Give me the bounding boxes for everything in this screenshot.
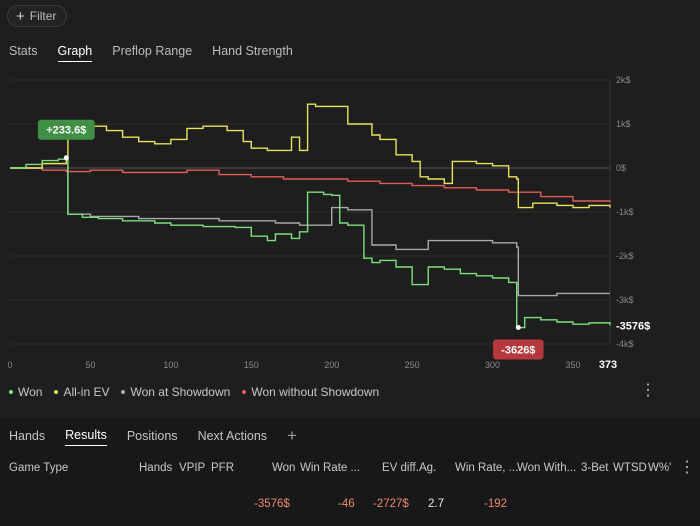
- results-graph[interactable]: 2k$ 1k$ 0$ -1k$ -2k$ -3k$ -4k$ 0 50 100 150 200 250 3…: [0, 72, 700, 372]
- series-line: [10, 157, 611, 329]
- y-tick-label: 0$: [616, 163, 626, 173]
- column-header-wtsd[interactable]: WTSD: [613, 462, 647, 474]
- legend-dot: [54, 390, 59, 394]
- cell-won: -3576$: [254, 498, 290, 510]
- plus-icon: +: [16, 7, 25, 25]
- tab-stats[interactable]: Stats: [9, 44, 38, 58]
- tab-graph[interactable]: Graph: [57, 44, 93, 62]
- column-header-hands[interactable]: Hands: [139, 462, 173, 474]
- legend-label: Won without Showdown: [251, 385, 380, 399]
- series-line: [10, 167, 611, 203]
- legend-label: Won: [18, 385, 43, 399]
- x-tick-label: 50: [85, 360, 95, 370]
- cell-ev-diff: -2727$: [373, 498, 409, 510]
- tab-results[interactable]: Results: [65, 428, 107, 446]
- y-tick-label: 2k$: [616, 75, 631, 85]
- legend-label: Won at Showdown: [130, 385, 231, 399]
- tab-preflop-range[interactable]: Preflop Range: [112, 44, 193, 58]
- tab-hand-strength[interactable]: Hand Strength: [212, 44, 293, 58]
- legend-item-all-in-ev[interactable]: All-in EV: [54, 385, 109, 399]
- x-tick-label: 300: [485, 360, 500, 370]
- legend-label: All-in EV: [63, 385, 110, 399]
- cell-win-rate: -46: [338, 498, 355, 510]
- tab-positions[interactable]: Positions: [126, 428, 178, 443]
- column-header-wsd[interactable]: W%': [648, 462, 672, 474]
- plus-icon[interactable]: +: [287, 426, 297, 445]
- column-header-ev-diff[interactable]: EV diff.: [382, 462, 419, 474]
- annotation-label: -3626$: [501, 345, 535, 357]
- x-tick-label: 350: [565, 360, 580, 370]
- x-tick-label: 100: [163, 360, 178, 370]
- tab-hands[interactable]: Hands: [9, 428, 46, 443]
- more-vertical-icon[interactable]: ⋮: [640, 382, 656, 399]
- cell-aggression: 2.7: [428, 498, 444, 510]
- y-tick-label: 1k$: [616, 119, 631, 129]
- legend-item-won[interactable]: Won: [9, 385, 42, 399]
- annotation-point: [63, 155, 69, 161]
- y-tick-label: -3k$: [616, 295, 634, 305]
- legend-item-won-at-showdown[interactable]: Won at Showdown: [121, 385, 230, 399]
- tab-next-actions[interactable]: Next Actions: [197, 428, 268, 443]
- column-header-won-with[interactable]: Won With...: [517, 462, 577, 474]
- bottom-panel: Hands Results Positions Next Actions + G…: [0, 418, 700, 526]
- x-end-label: 373: [599, 359, 617, 371]
- annotation-point: [515, 325, 521, 331]
- annotation-label: +233.6$: [46, 125, 86, 137]
- results-tabs: Hands Results Positions Next Actions +: [9, 426, 297, 446]
- filter-label: Filter: [29, 9, 57, 23]
- x-tick-label: 250: [405, 360, 420, 370]
- legend-dot: [121, 390, 126, 394]
- y-tick-label: -4k$: [616, 339, 634, 349]
- column-header-3bet[interactable]: 3-Bet: [581, 462, 609, 474]
- x-tick-label: 0: [7, 360, 12, 370]
- x-tick-label: 200: [324, 360, 339, 370]
- series-line: [10, 103, 611, 209]
- cell-win-rate-2: -192: [484, 498, 508, 510]
- column-header-vpip[interactable]: VPIP: [179, 462, 206, 474]
- y-tick-label: -1k$: [616, 207, 634, 217]
- legend-item-won-without-showdown[interactable]: Won without Showdown: [242, 385, 379, 399]
- column-header-aggression[interactable]: Ag.: [419, 462, 437, 474]
- column-header-pfr[interactable]: PFR: [211, 462, 234, 474]
- legend-dot: [242, 390, 247, 394]
- top-bar: + Filter: [0, 0, 700, 36]
- column-header-win-rate[interactable]: Win Rate ...: [300, 462, 361, 474]
- legend-dot: [9, 390, 13, 394]
- end-value-label: -3576$: [616, 320, 650, 332]
- view-tabs: Stats Graph Preflop Range Hand Strength: [9, 44, 293, 62]
- filter-button[interactable]: + Filter: [7, 5, 68, 27]
- column-header-win-rate-2[interactable]: Win Rate, ...: [455, 462, 519, 474]
- x-tick-label: 150: [244, 360, 259, 370]
- column-header-won[interactable]: Won: [272, 462, 296, 474]
- chart-legend: Won All-in EV Won at Showdown Won withou…: [9, 385, 379, 399]
- graph-svg: 2k$ 1k$ 0$ -1k$ -2k$ -3k$ -4k$ 0 50 100 150 200 250 3…: [7, 75, 650, 371]
- annotation-badge: [37, 119, 95, 140]
- y-tick-label: -2k$: [616, 251, 634, 261]
- column-header-game-type[interactable]: Game Type: [9, 462, 69, 474]
- annotation-badge: [493, 339, 544, 360]
- more-vertical-icon[interactable]: ⋮: [679, 459, 695, 476]
